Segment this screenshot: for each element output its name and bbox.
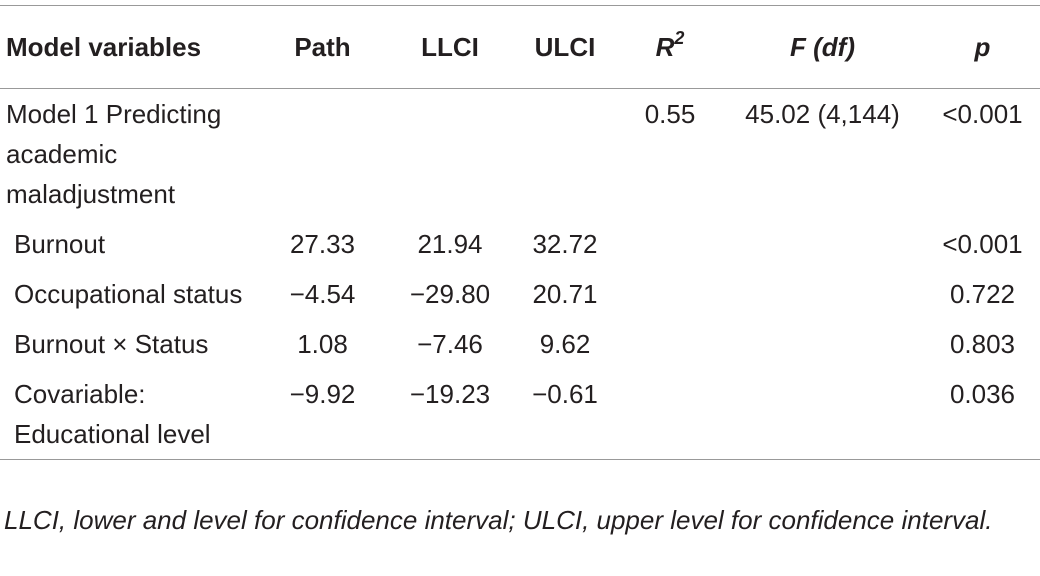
table-cell: −29.80 (409, 279, 491, 309)
table-cell: 9.62 (539, 329, 591, 359)
table-body: Model 1 Predicting academic maladjustmen… (0, 89, 1040, 460)
table-cell: 27.33 (289, 229, 356, 259)
header-row: Model variables Path LLCI ULCI R2 F (df) p (0, 5, 1040, 89)
table-row: Covariable: Educational level −9.92 −19.23… (0, 369, 1040, 460)
table-row: Model 1 Predicting academic maladjustmen… (0, 89, 1040, 220)
column-header: ULCI (534, 32, 596, 62)
column-header: R2 (620, 6, 720, 89)
table-cell: Model 1 Predicting academic maladjustmen… (6, 99, 222, 209)
empty-cell (620, 319, 720, 369)
table-cell: 0.036 (949, 379, 1016, 409)
column-header: LLCI (421, 32, 479, 62)
table-row: Occupational status −4.54 −29.80 20.71 0.722 (0, 269, 1040, 319)
empty-cell (620, 219, 720, 269)
table-cell: <0.001 (942, 99, 1023, 129)
table-cell: 45.02 (4,144) (745, 99, 900, 129)
empty-cell (720, 269, 925, 319)
empty-cell (620, 369, 720, 460)
empty-cell (720, 319, 925, 369)
table-cell: 0.55 (644, 99, 696, 129)
empty-cell (255, 89, 390, 220)
table-cell: −19.23 (409, 379, 491, 409)
empty-cell (720, 219, 925, 269)
table-cell: 20.71 (532, 279, 598, 309)
column-header: F (df) (790, 32, 855, 62)
table-cell: −9.92 (289, 379, 356, 409)
table-row: Burnout × Status 1.08 −7.46 9.62 0.803 (0, 319, 1040, 369)
column-header: Path (294, 32, 351, 62)
header-superscript: 2 (674, 28, 685, 49)
header-text: R (655, 32, 675, 62)
table-cell: 0.722 (949, 279, 1016, 309)
table-cell: Burnout (14, 229, 106, 259)
table-cell: −4.54 (289, 279, 356, 309)
table-cell: 0.803 (949, 329, 1016, 359)
table-cell: <0.001 (942, 229, 1023, 259)
table-cell: −0.61 (532, 379, 598, 409)
table-cell: Burnout × Status (14, 329, 209, 359)
footnote: LLCI, lower and level for confidence int… (4, 505, 993, 535)
results-table: Model variables Path LLCI ULCI R2 F (df) p Mod… (0, 5, 1040, 460)
table-row: Burnout 27.33 21.94 32.72 <0.001 (0, 219, 1040, 269)
table-header: Model variables Path LLCI ULCI R2 F (df) p (0, 5, 1040, 89)
empty-cell (390, 89, 510, 220)
table-cell: Occupational status (14, 279, 243, 309)
table-cell: −7.46 (417, 329, 483, 359)
table-cell: Covariable: Educational level (14, 379, 211, 449)
table-cell: 32.72 (532, 229, 598, 259)
empty-cell (510, 89, 620, 220)
column-header: p (974, 32, 991, 62)
column-header: Model variables (6, 32, 202, 62)
empty-cell (620, 269, 720, 319)
table-cell: 21.94 (417, 229, 483, 259)
empty-cell (720, 369, 925, 460)
table-cell: 1.08 (297, 329, 348, 359)
